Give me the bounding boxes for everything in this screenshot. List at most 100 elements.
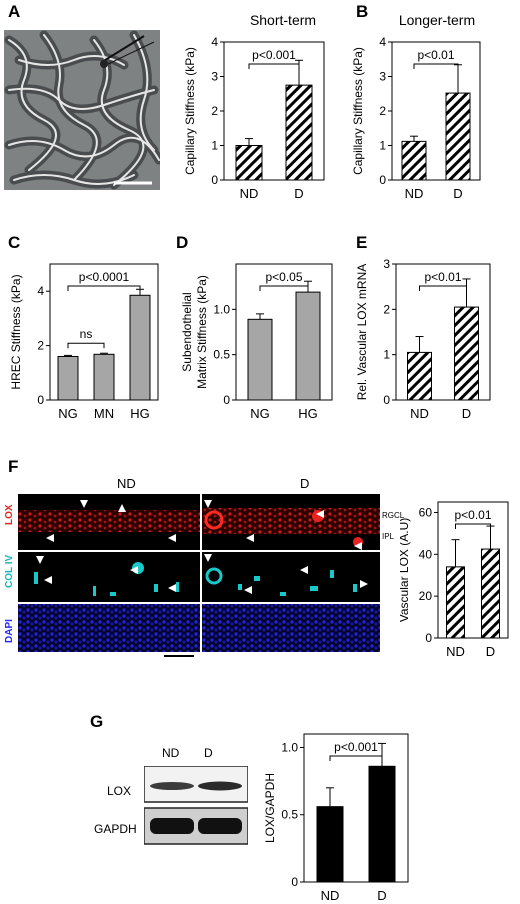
- y-axis-label: HREC Stiffness (kPa): [9, 274, 23, 389]
- y-tick-label: 1.0: [213, 302, 230, 316]
- chart-panel-g: 0 0.5 1.0 LOX/GAPDH ND Dp<0.001: [263, 733, 409, 902]
- significance-bracket: [248, 63, 300, 69]
- panel-label-c: C: [8, 233, 21, 252]
- bar-hg: [129, 294, 151, 401]
- x-tick-label: D: [294, 186, 303, 201]
- panel-label-g: G: [90, 712, 104, 731]
- y-tick-label: 1: [383, 348, 390, 362]
- x-tick-label: ND: [410, 406, 429, 421]
- y-tick-label: 1: [379, 139, 386, 153]
- y-tick-label: 0.5: [281, 808, 298, 822]
- y-tick-label: 20: [419, 589, 433, 603]
- bar-mn: [93, 353, 115, 401]
- plot-frame: [303, 733, 409, 883]
- capillary-micrograph: [4, 30, 160, 190]
- y-tick-label: 2: [383, 302, 390, 316]
- significance-bracket: [413, 63, 459, 69]
- significance-bracket: [419, 285, 467, 291]
- y-tick-label: 1.0: [281, 740, 298, 754]
- x-tick-label: MN: [94, 406, 114, 421]
- f-row-lox-label: LOX: [4, 504, 15, 525]
- bar-d: [368, 765, 396, 883]
- y-tick-label: 60: [419, 505, 433, 519]
- bar-ng: [57, 355, 79, 401]
- significance-bracket: [67, 285, 141, 291]
- panel-label-b: B: [356, 2, 369, 21]
- chart-panel-e: 0 1 2 3 Rel. Vascular LOX mRNA ND Dp<0.01: [355, 257, 491, 421]
- x-tick-label: ND: [240, 186, 259, 201]
- panel-b-title: Longer-term: [398, 12, 476, 28]
- plot-frame: [235, 263, 333, 401]
- significance-label: p<0.001: [334, 740, 378, 754]
- y-tick-label: 40: [419, 547, 433, 561]
- y-tick-label: 4: [37, 284, 44, 298]
- panel-label-e: E: [356, 233, 368, 252]
- bar-d: [481, 548, 500, 639]
- significance-bracket: [67, 342, 105, 349]
- western-blot-image: [144, 766, 248, 845]
- bar-nd: [407, 351, 432, 401]
- significance-label: p<0.001: [252, 48, 296, 62]
- significance-label: p<0.05: [265, 270, 302, 284]
- y-tick-label: 0: [211, 173, 218, 187]
- f-col-nd-label: ND: [117, 476, 136, 491]
- x-tick-label: HG: [298, 406, 318, 421]
- bar-nd: [235, 145, 263, 181]
- bar-hg: [295, 291, 321, 401]
- chart-panel-d: 0 0.5 1.0 Subendothelial Matrix Stiffness (k…: [180, 263, 333, 421]
- bar-nd: [316, 806, 344, 883]
- x-tick-label: D: [462, 406, 471, 421]
- y-axis-label: Subendothelial: [180, 292, 194, 371]
- significance-label: p<0.01: [417, 48, 454, 62]
- significance-bracket: [329, 755, 383, 761]
- y-tick-label: 0: [379, 173, 386, 187]
- y-tick-label: 1: [211, 139, 218, 153]
- y-axis-label: Capillary Stiffness (kPa): [183, 47, 197, 175]
- y-tick-label: 3: [379, 70, 386, 84]
- y-tick-label: 0: [223, 393, 230, 407]
- chart-panel-f: 0 20 40 60 Vascular LOX (A.U) ND Dp<0.01: [400, 501, 509, 659]
- x-tick-label: ND: [446, 644, 465, 659]
- y-tick-label: 2: [37, 339, 44, 353]
- f-layer-rgcl-label: RGCL: [382, 511, 405, 520]
- x-tick-label: D: [377, 888, 386, 902]
- y-axis-label: Vascular LOX (A.U): [400, 518, 411, 622]
- y-tick-label: 0: [37, 393, 44, 407]
- chart-panel-b: 0 1 2 3 4 Capillary Stiffness (kPa) ND Dp<0.01: [352, 35, 481, 201]
- g-band-gapdh-label: GAPDH: [94, 822, 137, 836]
- y-tick-label: 0.5: [213, 348, 230, 362]
- y-axis-label: Rel. Vascular LOX mRNA: [355, 264, 369, 400]
- y-axis-label: LOX/GAPDH: [263, 773, 277, 843]
- plot-frame: [395, 263, 491, 401]
- panel-a-title: Short-term: [249, 12, 317, 28]
- y-tick-label: 2: [211, 104, 218, 118]
- y-tick-label: 0: [291, 875, 298, 889]
- y-tick-label: 4: [211, 35, 218, 49]
- x-tick-label: NG: [250, 406, 270, 421]
- significance-bracket: [259, 285, 309, 291]
- bar-nd: [401, 140, 427, 181]
- bar-d: [445, 92, 471, 181]
- bar-nd: [446, 566, 465, 639]
- bar-d: [454, 306, 479, 401]
- chart-panel-a: 0 1 2 3 4 Capillary Stiffness (kPa) ND Dp<0.001: [183, 35, 325, 201]
- f-row-col-label: COL IV: [4, 554, 15, 588]
- significance-bracket: [455, 523, 491, 529]
- x-tick-label: D: [486, 644, 495, 659]
- y-axis-label: Capillary Stiffness (kPa): [352, 47, 365, 175]
- significance-label: p<0.01: [424, 270, 461, 284]
- bar-d: [285, 84, 313, 181]
- bar-ng: [247, 318, 273, 401]
- f-col-d-label: D: [300, 476, 310, 491]
- g-band-lox-label: LOX: [107, 784, 132, 798]
- panel-label-a: A: [8, 2, 21, 21]
- x-tick-label: ND: [405, 186, 424, 201]
- g-lane-d-label: D: [204, 746, 213, 760]
- x-tick-label: ND: [321, 888, 340, 902]
- y-tick-label: 3: [383, 257, 390, 271]
- y-tick-label: 0: [383, 393, 390, 407]
- x-tick-label: NG: [58, 406, 78, 421]
- fluorescence-image-grid: [18, 494, 380, 657]
- y-tick-label: 0: [425, 631, 432, 645]
- y-tick-label: 4: [379, 35, 386, 49]
